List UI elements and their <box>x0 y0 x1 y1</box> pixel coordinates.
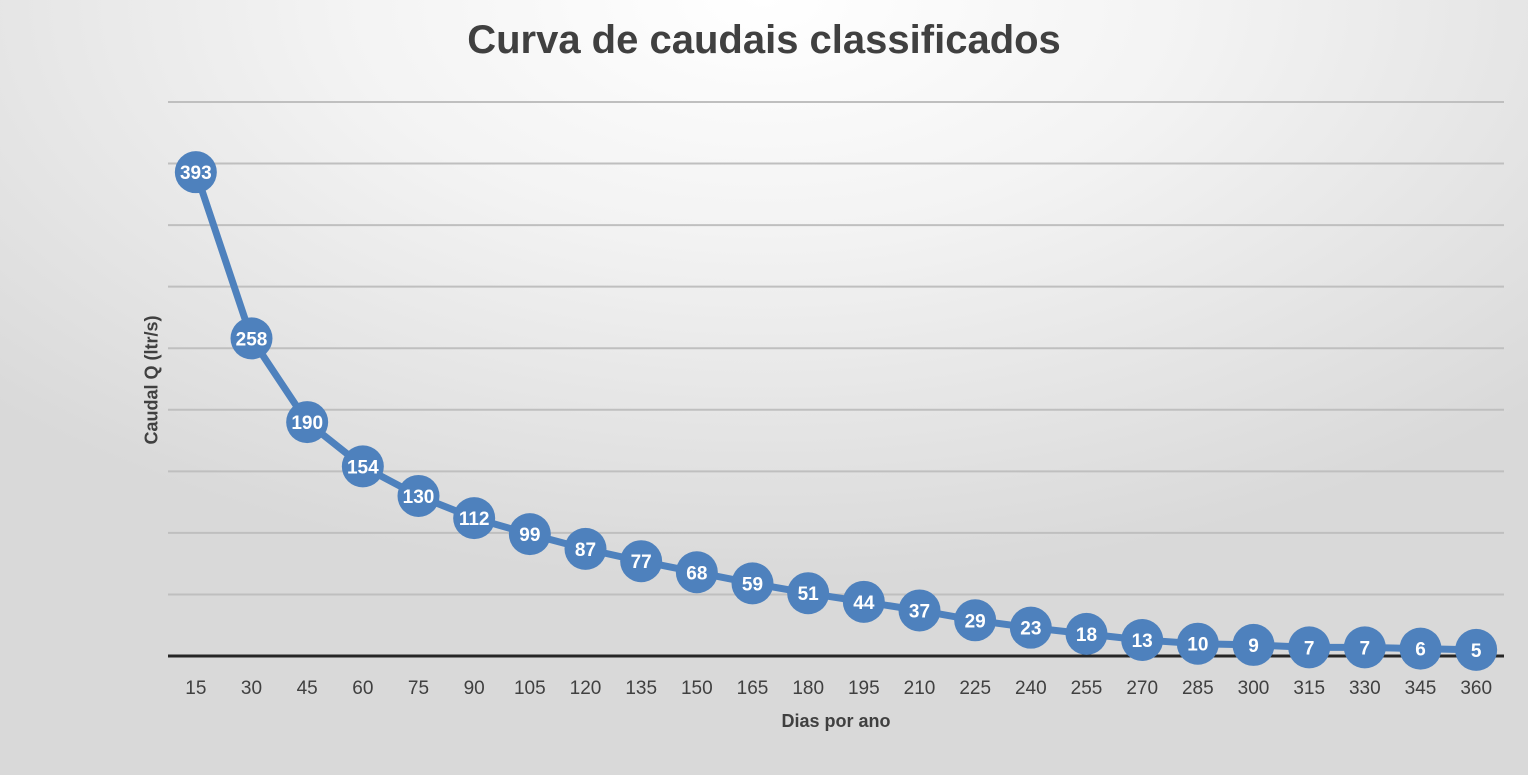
data-point <box>731 562 774 605</box>
data-point <box>787 572 830 615</box>
data-point <box>954 599 997 642</box>
data-point <box>1455 628 1498 671</box>
data-point <box>1288 626 1331 669</box>
data-point <box>1009 606 1052 649</box>
data-point <box>564 527 607 570</box>
data-label: 130 <box>403 487 435 508</box>
x-tick-label: 225 <box>959 678 991 699</box>
data-point <box>842 580 885 623</box>
data-label: 9 <box>1248 636 1259 657</box>
series-line <box>192 171 1477 654</box>
x-tick-label: 195 <box>848 678 880 699</box>
data-point <box>397 474 440 517</box>
data-point <box>1232 623 1275 666</box>
data-label: 190 <box>291 413 323 434</box>
data-label: 13 <box>1132 631 1153 652</box>
data-label: 18 <box>1076 625 1097 646</box>
x-tick-label: 15 <box>185 678 206 699</box>
x-tick-label: 105 <box>514 678 546 699</box>
x-tick-label: 300 <box>1238 678 1270 699</box>
data-label: 7 <box>1360 638 1371 659</box>
data-point <box>174 151 217 194</box>
data-label: 23 <box>1020 619 1041 640</box>
x-tick-label: 210 <box>904 678 936 699</box>
data-point <box>341 445 384 488</box>
x-tick-label: 90 <box>464 678 485 699</box>
data-label: 258 <box>236 329 268 350</box>
data-label: 6 <box>1415 640 1426 661</box>
data-label: 37 <box>909 601 930 622</box>
data-point <box>1399 627 1442 670</box>
data-point <box>898 589 941 632</box>
x-tick-label: 270 <box>1126 678 1158 699</box>
x-tick-label: 60 <box>352 678 373 699</box>
x-tick-label: 240 <box>1015 678 1047 699</box>
x-tick-label: 150 <box>681 678 713 699</box>
data-label: 29 <box>965 611 986 632</box>
data-point <box>620 540 663 583</box>
data-point <box>286 401 329 444</box>
data-label: 112 <box>459 509 490 530</box>
x-tick-label: 180 <box>792 678 824 699</box>
data-point <box>1065 612 1108 655</box>
data-point <box>675 551 718 594</box>
x-tick-label: 75 <box>408 678 429 699</box>
x-tick-label: 315 <box>1293 678 1325 699</box>
data-label: 393 <box>180 163 212 184</box>
data-label: 7 <box>1304 638 1315 659</box>
x-tick-label: 135 <box>625 678 657 699</box>
data-point <box>1121 618 1164 661</box>
data-label: 68 <box>686 563 707 584</box>
data-point <box>508 513 551 556</box>
data-label: 77 <box>631 552 652 573</box>
data-label: 87 <box>575 540 596 561</box>
x-tick-label: 255 <box>1071 678 1103 699</box>
x-tick-label: 360 <box>1460 678 1492 699</box>
x-tick-label: 120 <box>570 678 602 699</box>
data-label: 154 <box>347 457 379 478</box>
x-tick-label: 30 <box>241 678 262 699</box>
data-label: 10 <box>1187 635 1208 656</box>
x-tick-label: 345 <box>1405 678 1437 699</box>
data-label: 44 <box>853 593 875 614</box>
data-point <box>230 317 273 360</box>
chart-title: Curva de caudais classificados <box>467 18 1061 62</box>
data-label: 5 <box>1471 641 1482 662</box>
x-tick-label: 165 <box>737 678 769 699</box>
x-tick-label: 45 <box>297 678 318 699</box>
data-point <box>1343 626 1386 669</box>
data-label: 99 <box>519 525 540 546</box>
data-label: 59 <box>742 574 763 595</box>
data-point <box>453 497 496 540</box>
x-tick-label: 285 <box>1182 678 1214 699</box>
x-tick-label: 330 <box>1349 678 1381 699</box>
data-point <box>1176 622 1219 665</box>
x-axis-label: Dias por ano <box>781 711 891 731</box>
data-label: 51 <box>798 584 820 605</box>
